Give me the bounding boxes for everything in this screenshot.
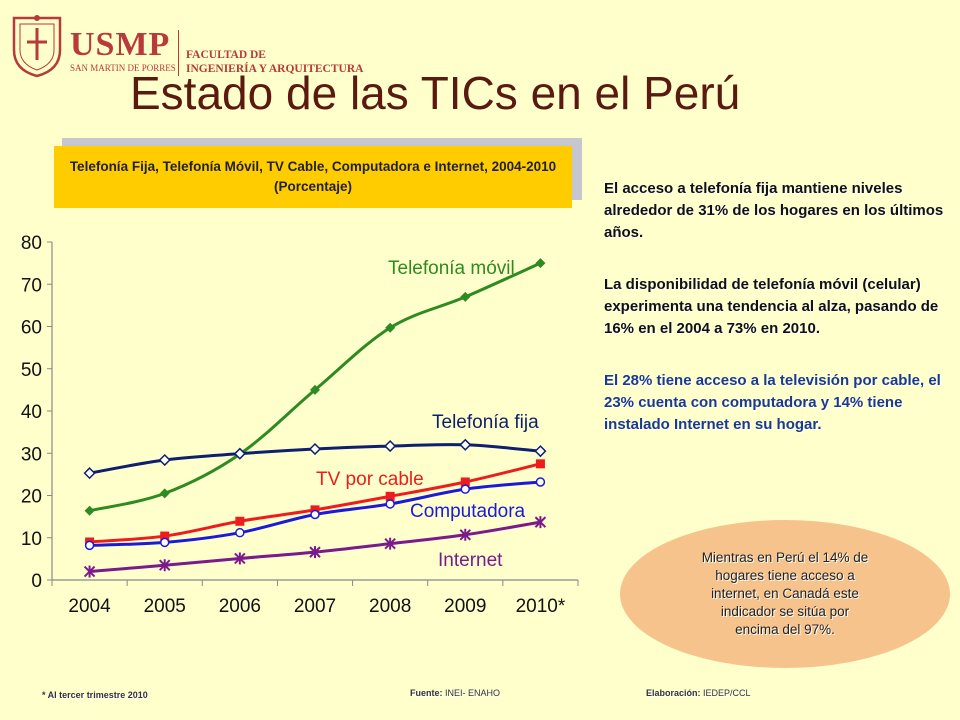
y-tick-label: 50 bbox=[21, 360, 42, 381]
y-tick-label: 10 bbox=[21, 529, 42, 550]
series-label: TV por cable bbox=[316, 469, 424, 490]
data-point bbox=[310, 384, 320, 395]
chart-axes: 0 10 20 30 40 50 60 70 80 2004 2005 2006 2007 2008 200… bbox=[21, 233, 579, 617]
series-label: Internet bbox=[438, 550, 503, 571]
series-label: Computadora bbox=[410, 501, 526, 522]
faculty-line-1: FACULTAD DE bbox=[186, 49, 266, 61]
data-point bbox=[534, 516, 547, 529]
data-point bbox=[535, 477, 546, 487]
logo-divider bbox=[178, 30, 179, 76]
series-label: Telefonía móvil bbox=[388, 258, 515, 279]
logo-word: USMP bbox=[70, 26, 171, 63]
faculty-line-2: INGENIERÍA Y ARQUITECTURA bbox=[186, 63, 364, 75]
data-point bbox=[235, 527, 245, 538]
y-tick-label: 70 bbox=[21, 275, 42, 296]
data-point bbox=[83, 565, 96, 578]
data-point bbox=[159, 559, 171, 572]
data-point bbox=[534, 445, 547, 458]
data-point bbox=[460, 484, 471, 494]
source-note: Fuente: INEI- ENAHO bbox=[410, 688, 500, 698]
data-point bbox=[384, 537, 396, 550]
data-point bbox=[83, 467, 96, 480]
data-point bbox=[385, 322, 396, 333]
elaboration-value: IEDEP/CCL bbox=[703, 688, 751, 698]
y-tick-label: 30 bbox=[21, 444, 42, 465]
source-value: INEI- ENAHO bbox=[445, 688, 501, 698]
data-point bbox=[460, 291, 471, 302]
data-point bbox=[84, 505, 95, 516]
x-tick-label: 2008 bbox=[369, 596, 411, 617]
chart-title: Telefonía Fija, Telefonía Móvil, TV Cabl… bbox=[69, 159, 557, 194]
source-label: Fuente: bbox=[410, 688, 443, 698]
page-title: Estado de las TICs en el Perú bbox=[130, 67, 741, 119]
data-point bbox=[233, 447, 246, 460]
x-tick-label: 2007 bbox=[294, 596, 336, 617]
data-point bbox=[310, 509, 320, 520]
data-point bbox=[460, 477, 470, 487]
data-point bbox=[158, 453, 171, 467]
x-tick-label: 2010* bbox=[516, 596, 566, 617]
series-label: Telefonía fija bbox=[432, 412, 539, 433]
usmp-logo: USMP SAN MARTIN DE PORRES FACULTAD DE IN… bbox=[6, 8, 366, 78]
chart-series-labels: Telefonía móvil Telefonía fija TV por cabl… bbox=[316, 258, 539, 571]
data-point bbox=[459, 528, 471, 541]
logo-subtitle: SAN MARTIN DE PORRES bbox=[70, 63, 176, 73]
bullet-fixed-phone: El acceso a telefonía fija mantiene nive… bbox=[604, 180, 944, 241]
data-point bbox=[160, 531, 170, 541]
chart-title-box: Telefonía Fija, Telefonía Móvil, TV Cabl… bbox=[54, 146, 572, 208]
data-point bbox=[159, 488, 170, 499]
data-point bbox=[235, 516, 245, 526]
data-point bbox=[385, 499, 395, 509]
data-point bbox=[384, 440, 397, 453]
data-point bbox=[159, 537, 170, 548]
chart-series-markers bbox=[83, 258, 547, 578]
data-point bbox=[385, 491, 395, 501]
footnote: * Al tercer trimestre 2010 bbox=[42, 690, 148, 700]
data-point bbox=[309, 546, 321, 559]
elaboration-label: Elaboración: bbox=[646, 688, 701, 698]
x-tick-label: 2005 bbox=[144, 596, 186, 617]
bullet-list: El acceso a telefonía fija mantiene nive… bbox=[604, 178, 952, 466]
y-tick-label: 40 bbox=[21, 402, 42, 423]
x-tick-label: 2004 bbox=[68, 596, 111, 617]
data-point bbox=[535, 459, 545, 469]
x-tick-label: 2009 bbox=[444, 596, 486, 617]
y-tick-label: 20 bbox=[21, 487, 42, 508]
data-point bbox=[459, 438, 472, 451]
y-tick-label: 60 bbox=[21, 318, 42, 339]
y-tick-label: 0 bbox=[31, 571, 42, 592]
line-chart: 0 10 20 30 40 50 60 70 80 2004 2005 2006 2007 2008 200… bbox=[21, 233, 579, 617]
crest-icon bbox=[12, 15, 62, 78]
data-point bbox=[84, 540, 95, 551]
faculty-name: FACULTAD DE INGENIERÍA Y ARQUITECTURA bbox=[186, 48, 363, 76]
data-point bbox=[535, 258, 546, 269]
comparison-oval: Mientras en Perú el 14% de hogares tiene… bbox=[620, 520, 950, 668]
y-tick-label: 80 bbox=[21, 233, 42, 254]
elaboration-note: Elaboración: IEDEP/CCL bbox=[646, 688, 751, 698]
bullet-cable-computer-internet: El 28% tiene acceso a la televisión por … bbox=[604, 372, 941, 433]
comparison-text: Mientras en Perú el 14% de hogares tiene… bbox=[701, 550, 869, 637]
data-point bbox=[234, 552, 246, 565]
bullet-mobile-phone: La disponibilidad de telefonía móvil (ce… bbox=[604, 276, 939, 337]
x-tick-label: 2006 bbox=[219, 596, 261, 617]
data-point bbox=[308, 442, 322, 456]
